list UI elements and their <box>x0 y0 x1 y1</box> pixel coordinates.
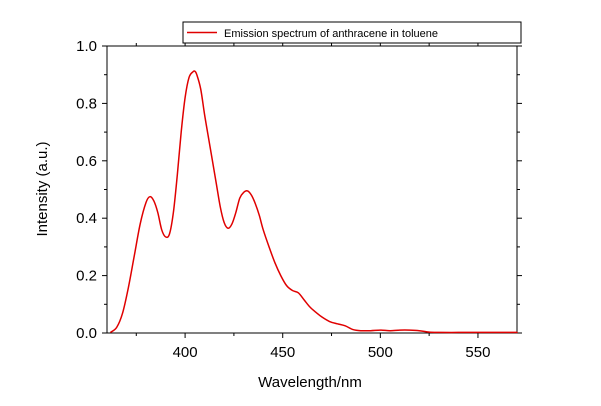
y-tick-label: 0.6 <box>76 153 97 170</box>
x-tick-label: 550 <box>465 344 490 361</box>
series-layer <box>110 70 518 334</box>
y-tick-label: 0.4 <box>76 210 97 227</box>
y-tick-label: 1.0 <box>76 38 97 55</box>
x-tick-label: 400 <box>173 344 198 361</box>
axis-ticks-layer: 0.0 0.2 0.4 0.6 0.8 1.0 400 450 500 550 <box>76 38 522 361</box>
plot-frame-layer <box>106 45 518 334</box>
y-tick-label: 0.0 <box>76 325 97 342</box>
legend-box <box>182 21 522 44</box>
y-tick-label: 0.8 <box>76 95 97 112</box>
x-tick-label: 450 <box>270 344 295 361</box>
legend-series-label: Emission spectrum of anthracene in tolue… <box>224 28 438 40</box>
x-axis-label: Wavelength/nm <box>258 374 362 391</box>
series-line-0 <box>110 70 518 334</box>
y-tick-label: 0.2 <box>76 268 97 285</box>
legend: Emission spectrum of anthracene in tolue… <box>182 21 522 44</box>
x-tick-label: 500 <box>368 344 393 361</box>
y-axis-label: Intensity (a.u.) <box>34 141 51 236</box>
plot-frame <box>106 45 518 334</box>
